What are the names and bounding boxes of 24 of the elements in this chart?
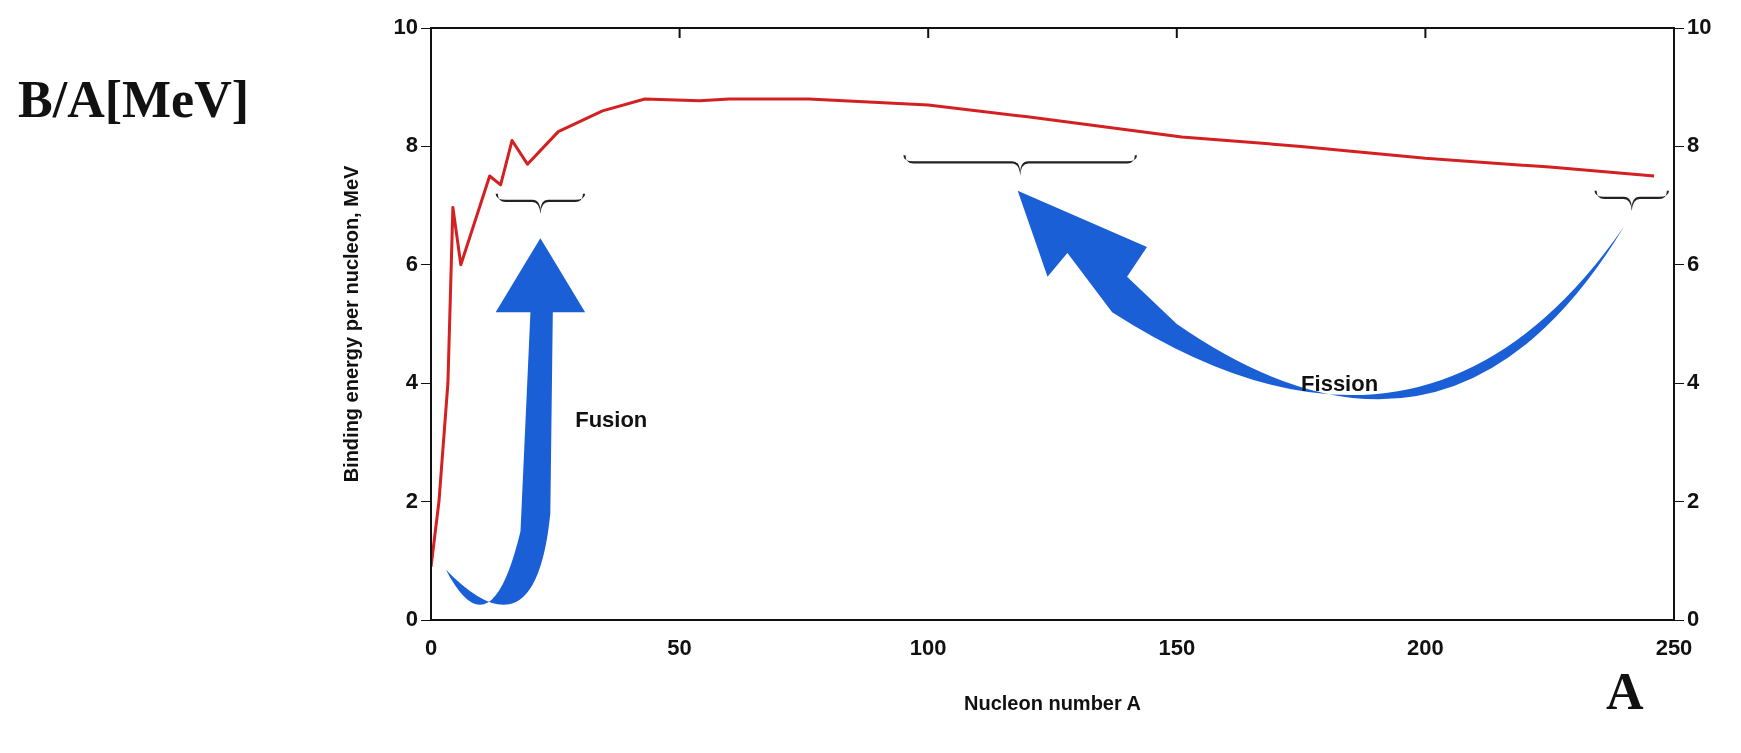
y-tick-label: 4 [405,369,419,395]
y2-tick-label: 8 [1687,132,1700,158]
y-tick-label: 10 [393,14,418,40]
x-tick-label: 100 [909,635,947,661]
y-tick-label: 2 [405,487,418,513]
y2-tick-label: 4 [1687,369,1700,395]
y2-tick-label: 6 [1687,250,1700,276]
y-tick-label: 6 [405,250,418,276]
y-axis-title: Binding energy per nucleon, MeV [339,164,362,483]
y-tick-label: 8 [405,132,418,158]
x-tick-label: 50 [667,635,692,661]
y2-tick-label: 10 [1687,14,1712,40]
text: B/A[MeV] [18,70,250,129]
annotation: Fusion [575,406,648,433]
y2-tick-label: 0 [1687,606,1700,632]
annotation: Fission [1301,371,1379,398]
x-axis-title: Nucleon number A [963,691,1142,714]
x-tick-label: 150 [1158,635,1196,661]
text: A [1606,662,1644,721]
y-tick-label: 0 [405,606,418,632]
x-tick-label: 250 [1655,635,1693,661]
x-tick-label: 0 [424,635,438,661]
y2-tick-label: 2 [1687,487,1700,513]
x-tick-label: 200 [1407,635,1444,661]
